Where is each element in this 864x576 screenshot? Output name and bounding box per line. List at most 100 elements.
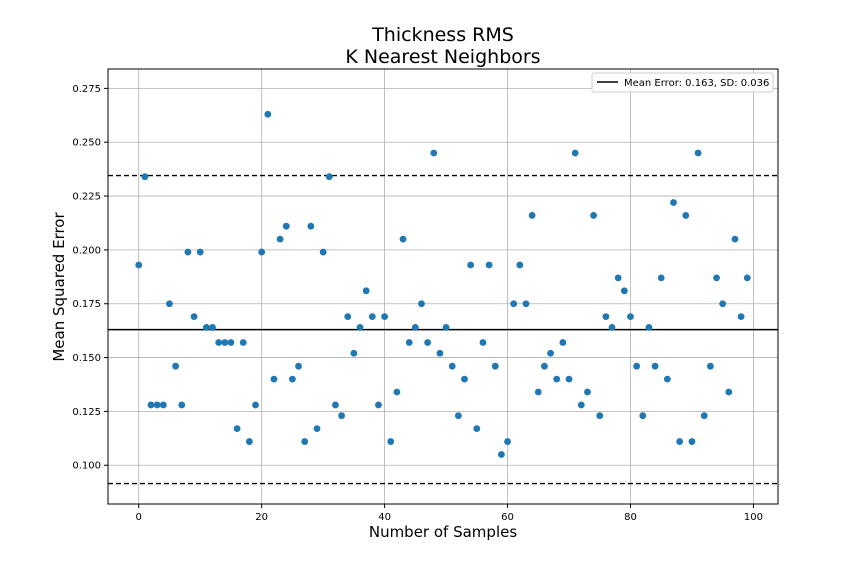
chart-title-line-1: Thickness RMS — [371, 24, 514, 46]
data-point — [196, 248, 204, 256]
data-point — [688, 438, 696, 445]
data-point — [571, 149, 579, 157]
y-tick-label: 0.150 — [72, 353, 101, 364]
data-point — [467, 261, 475, 269]
x-axis-ticks: 0 20 40 60 80 100 — [136, 504, 763, 523]
data-point — [344, 313, 352, 321]
data-point — [577, 401, 585, 409]
data-point — [153, 401, 161, 409]
y-tick-label: 0.250 — [72, 138, 101, 149]
data-point — [289, 375, 296, 383]
y-tick-label: 0.100 — [72, 461, 101, 472]
data-points — [135, 110, 751, 458]
data-point — [313, 425, 321, 433]
data-point — [510, 300, 518, 308]
data-point — [245, 438, 253, 445]
chart-title-line-2: K Nearest Neighbors — [345, 46, 540, 68]
y-tick-label: 0.225 — [72, 192, 101, 203]
data-point — [399, 235, 407, 243]
x-tick-label: 0 — [136, 512, 142, 523]
data-point — [670, 199, 677, 206]
y-tick-label: 0.175 — [72, 299, 101, 310]
data-point — [731, 235, 739, 243]
data-point — [491, 362, 499, 370]
data-point — [639, 412, 647, 420]
data-point — [725, 388, 733, 396]
data-point — [541, 362, 548, 370]
data-point — [590, 212, 597, 219]
data-point — [295, 362, 302, 370]
data-point — [454, 412, 462, 420]
data-point — [602, 313, 610, 321]
data-point — [627, 313, 634, 321]
data-point — [282, 222, 290, 230]
data-point — [233, 425, 241, 433]
data-point — [307, 222, 315, 230]
data-point — [368, 313, 376, 321]
data-point — [743, 274, 751, 282]
data-point — [411, 324, 419, 331]
y-axis-label: Mean Squared Error — [50, 212, 68, 362]
data-point — [221, 339, 229, 346]
x-tick-label: 20 — [255, 512, 268, 523]
data-point — [547, 349, 554, 357]
data-point — [184, 248, 192, 256]
data-point — [319, 248, 327, 256]
x-tick-label: 100 — [744, 512, 763, 523]
data-point — [209, 324, 216, 331]
data-point — [166, 300, 173, 308]
y-tick-label: 0.200 — [72, 245, 101, 256]
data-point — [534, 388, 542, 396]
data-point — [522, 300, 530, 308]
y-tick-label: 0.275 — [72, 84, 101, 95]
data-point — [497, 451, 505, 458]
data-point — [325, 173, 333, 181]
data-point — [147, 401, 155, 409]
data-point — [719, 300, 727, 308]
data-point — [657, 274, 665, 282]
data-point — [516, 261, 524, 269]
data-point — [276, 235, 284, 243]
data-point — [141, 173, 149, 181]
data-point — [553, 375, 561, 383]
x-tick-label: 40 — [378, 512, 391, 523]
data-point — [608, 324, 616, 331]
data-point — [424, 339, 432, 346]
data-point — [405, 339, 413, 346]
data-point — [448, 362, 456, 370]
data-point — [620, 287, 628, 295]
data-point — [633, 362, 641, 370]
data-point — [485, 261, 493, 269]
data-point — [252, 401, 259, 409]
data-point — [676, 438, 684, 445]
data-point — [737, 313, 745, 321]
legend-box — [591, 72, 774, 93]
y-axis-ticks: 0.100 0.125 0.150 0.175 0.200 0.225 0.250 0.275 — [72, 84, 108, 472]
data-point — [393, 388, 401, 396]
plot-frame — [107, 68, 779, 505]
data-point — [479, 339, 487, 346]
data-point — [663, 375, 671, 383]
data-point — [270, 375, 278, 383]
data-point — [301, 438, 309, 445]
x-tick-label: 80 — [624, 512, 637, 523]
data-point — [461, 375, 468, 383]
data-point — [528, 212, 536, 219]
data-point — [350, 349, 358, 357]
data-point — [387, 438, 395, 445]
x-tick-label: 60 — [501, 512, 514, 523]
data-point — [682, 212, 690, 219]
data-point — [430, 149, 438, 157]
data-point — [706, 362, 714, 370]
data-point — [504, 438, 511, 445]
data-point — [473, 425, 481, 433]
data-point — [418, 300, 425, 308]
reference-lines — [108, 174, 778, 485]
data-point — [362, 287, 370, 295]
grid-lines — [108, 69, 778, 504]
data-point — [565, 375, 573, 383]
data-point — [159, 401, 167, 409]
data-point — [651, 362, 659, 370]
data-point — [694, 149, 702, 157]
